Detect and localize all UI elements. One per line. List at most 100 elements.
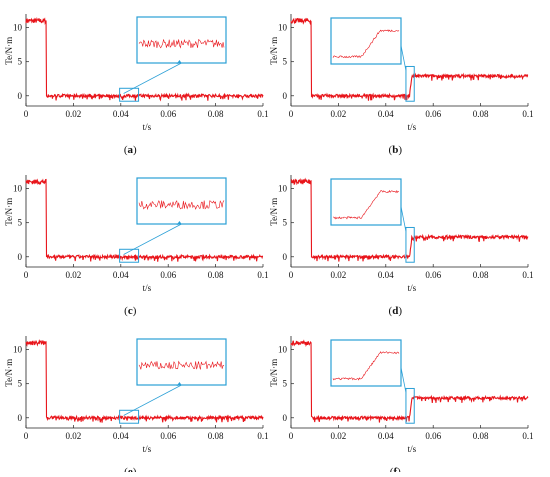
y-tick-label: 10 <box>13 184 23 194</box>
x-tick-label: 0.04 <box>378 109 394 119</box>
torque-series-line <box>290 339 529 423</box>
y-tick-label: 0 <box>283 413 288 423</box>
x-tick-label: 0 <box>24 109 29 119</box>
zoom-connector <box>400 45 407 71</box>
zoom-connector <box>400 206 407 232</box>
x-tick-label: 0.02 <box>331 109 347 119</box>
zoom-connector <box>400 367 407 393</box>
x-tick-label: 0.04 <box>113 270 129 280</box>
torque-series-line <box>25 178 264 262</box>
x-tick-label: 0 <box>289 431 294 441</box>
panel-label: (e) <box>124 466 137 472</box>
zoom-inset-line <box>332 189 400 220</box>
y-tick-label: 0 <box>18 91 23 101</box>
x-tick-label: 0.04 <box>378 431 394 441</box>
zoom-region-box <box>405 226 415 263</box>
x-tick-label: 0.06 <box>425 270 441 280</box>
x-tick-label: 0 <box>289 109 294 119</box>
y-tick-label: 10 <box>278 345 288 355</box>
y-axis-label: Te/N·m <box>4 359 14 387</box>
x-tick-label: 0.1 <box>257 270 268 280</box>
zoom-region-box <box>119 87 140 102</box>
torque-series-line <box>25 339 264 423</box>
zoom-inset-line <box>138 39 225 49</box>
x-tick-label: 0.08 <box>208 109 224 119</box>
x-tick-label: 0.04 <box>113 109 129 119</box>
x-tick-label: 0 <box>289 270 294 280</box>
zoom-connector <box>123 223 182 255</box>
zoom-inset-line <box>332 351 400 381</box>
x-axis-label: t/s <box>143 122 152 132</box>
y-tick-label: 10 <box>278 23 288 33</box>
zoom-arrowhead <box>176 221 182 225</box>
torque-series-line <box>290 17 529 101</box>
x-tick-label: 0.06 <box>160 109 176 119</box>
x-axis-label: t/s <box>408 283 417 293</box>
zoom-arrowhead <box>176 60 182 64</box>
panel-label: (c) <box>124 305 137 317</box>
y-tick-label: 10 <box>13 23 23 33</box>
panel-label: (f) <box>390 466 401 472</box>
y-tick-label: 5 <box>18 218 23 228</box>
x-tick-label: 0.06 <box>425 109 441 119</box>
panel-b: 0 5 10 0 0.02 0.04 0.06 0.08 0.1 t/s Te/N·m (b) <box>269 14 534 156</box>
zoom-connector <box>123 384 182 416</box>
x-tick-label: 0.1 <box>522 109 533 119</box>
zoom-region-box <box>119 248 140 263</box>
y-tick-label: 0 <box>283 252 288 262</box>
zoom-inset <box>330 178 402 226</box>
x-tick-label: 0.1 <box>522 270 533 280</box>
x-tick-label: 0.02 <box>66 109 82 119</box>
y-axis-label: Te/N·m <box>4 37 14 65</box>
x-tick-label: 0.1 <box>257 109 268 119</box>
x-tick-label: 0.1 <box>522 431 533 441</box>
y-tick-label: 10 <box>278 184 288 194</box>
zoom-region-box <box>405 387 415 424</box>
y-tick-label: 0 <box>18 252 23 262</box>
x-axis-label: t/s <box>408 444 417 454</box>
y-axis-label: Te/N·m <box>269 37 279 65</box>
x-tick-label: 0.08 <box>473 109 489 119</box>
zoom-inset-line <box>332 29 400 59</box>
x-tick-label: 0.02 <box>66 270 82 280</box>
x-tick-label: 0.08 <box>473 431 489 441</box>
zoom-connector <box>123 62 182 94</box>
y-tick-label: 5 <box>18 379 23 389</box>
panel-label: (a) <box>124 144 137 156</box>
x-tick-label: 0.1 <box>257 431 268 441</box>
x-tick-label: 0.08 <box>208 270 224 280</box>
y-tick-label: 5 <box>18 57 23 67</box>
panel-f: 0 5 10 0 0.02 0.04 0.06 0.08 0.1 t/s Te/N·m (f) <box>269 336 534 477</box>
zoom-inset-line <box>138 360 225 370</box>
zoom-inset <box>136 177 227 225</box>
x-tick-label: 0 <box>24 431 29 441</box>
zoom-inset-line <box>138 200 225 211</box>
x-tick-label: 0.06 <box>425 431 441 441</box>
x-tick-label: 0.04 <box>378 270 394 280</box>
zoom-region-box <box>405 65 415 102</box>
x-tick-label: 0.02 <box>66 431 82 441</box>
y-tick-label: 5 <box>283 379 288 389</box>
x-axis-label: t/s <box>408 122 417 132</box>
panel-c: 0 5 10 0 0.02 0.04 0.06 0.08 0.1 t/s Te/N·m (c) <box>4 175 269 317</box>
y-tick-label: 5 <box>283 218 288 228</box>
x-tick-label: 0.04 <box>113 431 129 441</box>
zoom-arrowhead <box>176 382 182 386</box>
x-axis-label: t/s <box>143 283 152 293</box>
y-axis-label: Te/N·m <box>269 359 279 387</box>
x-tick-label: 0.06 <box>160 270 176 280</box>
zoom-inset <box>330 17 402 65</box>
y-tick-label: 10 <box>13 345 23 355</box>
panel-d: 0 5 10 0 0.02 0.04 0.06 0.08 0.1 t/s Te/N·m (d) <box>269 175 534 317</box>
zoom-region-box <box>119 409 140 424</box>
torque-series-line <box>25 16 264 102</box>
panel-label: (d) <box>389 305 403 317</box>
y-axis-label: Te/N·m <box>269 198 279 226</box>
x-tick-label: 0 <box>24 270 29 280</box>
y-tick-label: 0 <box>283 91 288 101</box>
torque-series-line <box>290 177 529 262</box>
x-tick-label: 0.08 <box>473 270 489 280</box>
panel-a: 0 5 10 0 0.02 0.04 0.06 0.08 0.1 t/s Te/N·m (a) <box>4 14 269 156</box>
